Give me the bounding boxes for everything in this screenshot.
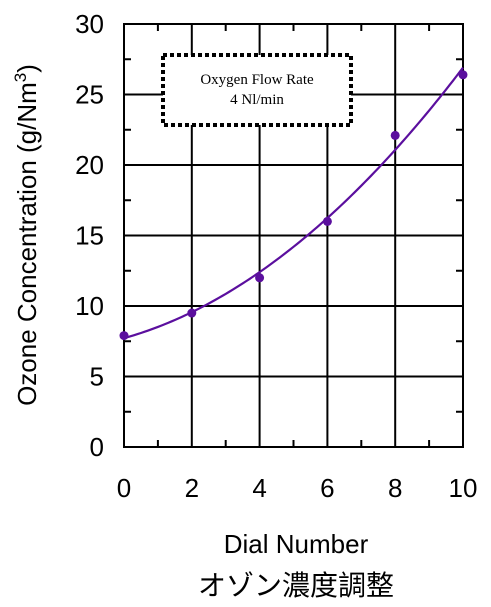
x-tick-label: 0 (117, 473, 131, 503)
y-axis-title-main: Ozone Concentration (g/Nm (12, 82, 42, 406)
x-axis-title: Dial Number (224, 529, 369, 559)
y-axis-title: Ozone Concentration (g/Nm3) (11, 64, 42, 406)
y-axis-title-close: ) (12, 64, 42, 73)
y-tick-labels: 0 5 10 15 20 25 30 (75, 9, 104, 462)
y-tick-label: 5 (90, 362, 104, 392)
x-tick-label: 8 (388, 473, 402, 503)
annotation-line2: 4 Nl/min (230, 92, 284, 108)
data-point (187, 308, 197, 318)
data-points (119, 70, 468, 341)
x-tick-labels: 0 2 4 6 8 10 (117, 473, 478, 503)
minor-ticks (124, 24, 463, 447)
data-point (390, 130, 400, 140)
data-point (119, 331, 129, 341)
y-axis-title-superscript: 3 (11, 73, 30, 82)
data-point (458, 70, 468, 80)
x-tick-label: 2 (185, 473, 199, 503)
y-tick-label: 30 (75, 9, 104, 39)
trendline-group (123, 66, 464, 340)
x-tick-label: 4 (252, 473, 266, 503)
data-point (322, 216, 332, 226)
x-tick-label: 10 (449, 473, 478, 503)
trendline (123, 66, 464, 340)
y-tick-label: 20 (75, 150, 104, 180)
y-tick-label: 25 (75, 80, 104, 110)
y-tick-label: 0 (90, 432, 104, 462)
annotation-border (161, 53, 353, 127)
annotation-line1: Oxygen Flow Rate (200, 72, 314, 88)
subtitle-japanese: オゾン濃度調整 (198, 569, 394, 602)
y-tick-label: 10 (75, 291, 104, 321)
annotation-box: Oxygen Flow Rate 4 Nl/min (161, 53, 353, 127)
data-point (255, 273, 265, 283)
x-tick-label: 6 (320, 473, 334, 503)
y-tick-label: 15 (75, 221, 104, 251)
plot-frame (123, 23, 464, 448)
